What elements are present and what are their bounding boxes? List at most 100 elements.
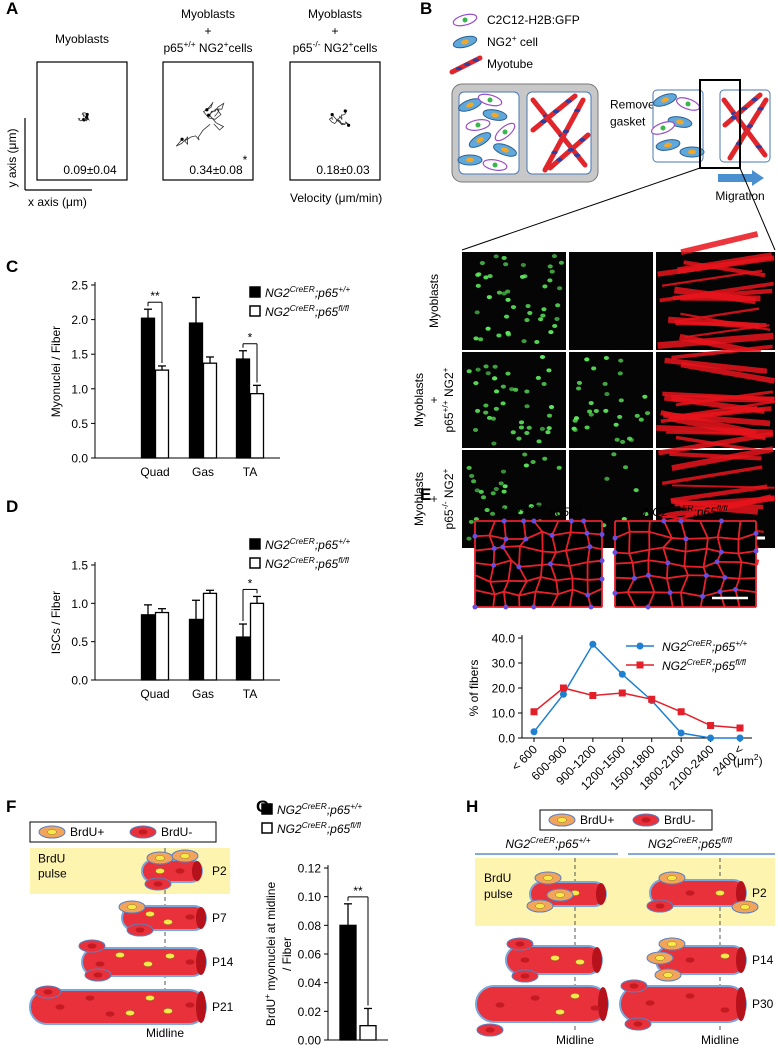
membrane [535,590,559,596]
x-axis-unit-part: ) [759,754,763,768]
track-box [289,61,381,181]
legend-label-part: NG2 [487,35,512,49]
genotype-label-part: fl/fl [721,835,733,845]
row-label-part: Myoblasts [412,472,426,526]
condition-title-part: +/+ [183,39,195,49]
membrane [551,520,560,536]
legend-marker [636,642,644,650]
myotube-signal [657,332,774,349]
gfp-nucleus [500,469,507,474]
cell-track [335,110,348,122]
membrane [502,580,510,593]
membrane [587,587,603,596]
brdu-neg-nucleus [685,890,695,896]
significance: ** [353,884,363,898]
legend-label: NG2CreER;p65fl/fl [277,820,362,836]
y-axis-label: / Fiber [280,937,294,971]
gfp-nucleus [524,430,530,435]
y-tick-label: 0.5 [71,635,88,649]
membrane [525,530,543,540]
gfp-nucleus [526,425,532,430]
membrane [662,537,673,549]
membrane [632,559,649,564]
gfp-nucleus [593,408,599,413]
midline-label: Midline [556,1033,594,1047]
gfp-nucleus [522,452,528,457]
myotube-signal [681,406,772,420]
gfp-nucleus [505,297,511,302]
membrane [534,576,542,592]
membrane [702,590,721,598]
point [707,722,715,729]
membrane [737,553,743,563]
ng2-nucleus [461,39,469,45]
nucleus [500,544,506,550]
membrane [518,566,528,582]
velocity-value: 0.09±0.04 [63,163,117,177]
legend-box [29,821,217,843]
nucleus [678,518,684,524]
gfp-nucleus [614,437,620,442]
brdu-neg-nucleus [645,1000,655,1006]
myotube-signal [657,255,775,277]
legend-label-part: CreER [302,801,327,811]
gfp-nucleus [539,355,546,360]
brdu-neg-nucleus [185,914,195,920]
legend-label-part: NG2 [277,822,302,836]
gfp-nucleus [584,357,590,362]
gfp-nucleus [628,437,634,442]
nucleus [612,550,618,556]
y-tick-label: 0.00 [298,1034,322,1048]
membrane [680,520,687,540]
myotube-nucleus [751,97,758,102]
gfp-nucleus [541,381,547,386]
brdu-pos-nucleus [575,959,585,965]
gfp-nucleus [479,261,485,266]
gfp-nucleus [530,459,536,464]
gfp-nucleus [493,389,500,394]
membrane [565,532,572,551]
myofiber-end [192,861,202,881]
legend-swatch [249,557,261,569]
membrane [550,563,570,567]
brdu-neg-nucleus [185,1002,195,1008]
legend-label-part: cell [517,35,538,49]
legend-label: NG2CreER;p65fl/fl [265,555,350,571]
x-tick-label: Gas [192,465,214,479]
membrane [568,589,574,608]
nucleus [587,544,593,550]
point [707,734,715,742]
image-title-part: CreER [668,503,693,513]
membrane [738,562,743,579]
membrane [549,563,558,581]
stage-label: P21 [212,1000,234,1014]
point [736,734,744,742]
genotype-label: NG2CreER;p65+/+ [505,835,590,851]
point [530,708,538,716]
membrane [719,588,736,593]
membrane [522,520,527,540]
brdu-pos-nucleus [740,904,750,910]
condition-title-part: cells [229,41,253,55]
migration-arrow [718,170,764,186]
micrograph [462,252,566,350]
x-tick-label: TA [243,687,257,701]
gfp-nucleus [471,479,477,484]
myotube-signal [671,344,773,360]
gfp-nucleus [475,367,481,372]
image-title-part: fl/fl [717,503,729,513]
gfp-nucleus [611,452,617,457]
myotube-nucleus [556,157,563,162]
myotube-signal [662,391,774,402]
legend-label-part: +/+ [350,801,362,811]
y-axis-label-part: / Fiber [280,937,294,971]
condition-title: + [331,24,338,38]
genotype-label: NG2CreER;p65fl/fl [648,835,733,851]
track-end [85,112,89,117]
gfp-nucleus [618,398,624,403]
condition-title-part: NG2 [321,41,349,55]
brdu-pos-nucleus [667,875,677,881]
membrane [627,520,631,532]
point [618,689,626,697]
brdu-neg-nucleus [135,927,145,933]
